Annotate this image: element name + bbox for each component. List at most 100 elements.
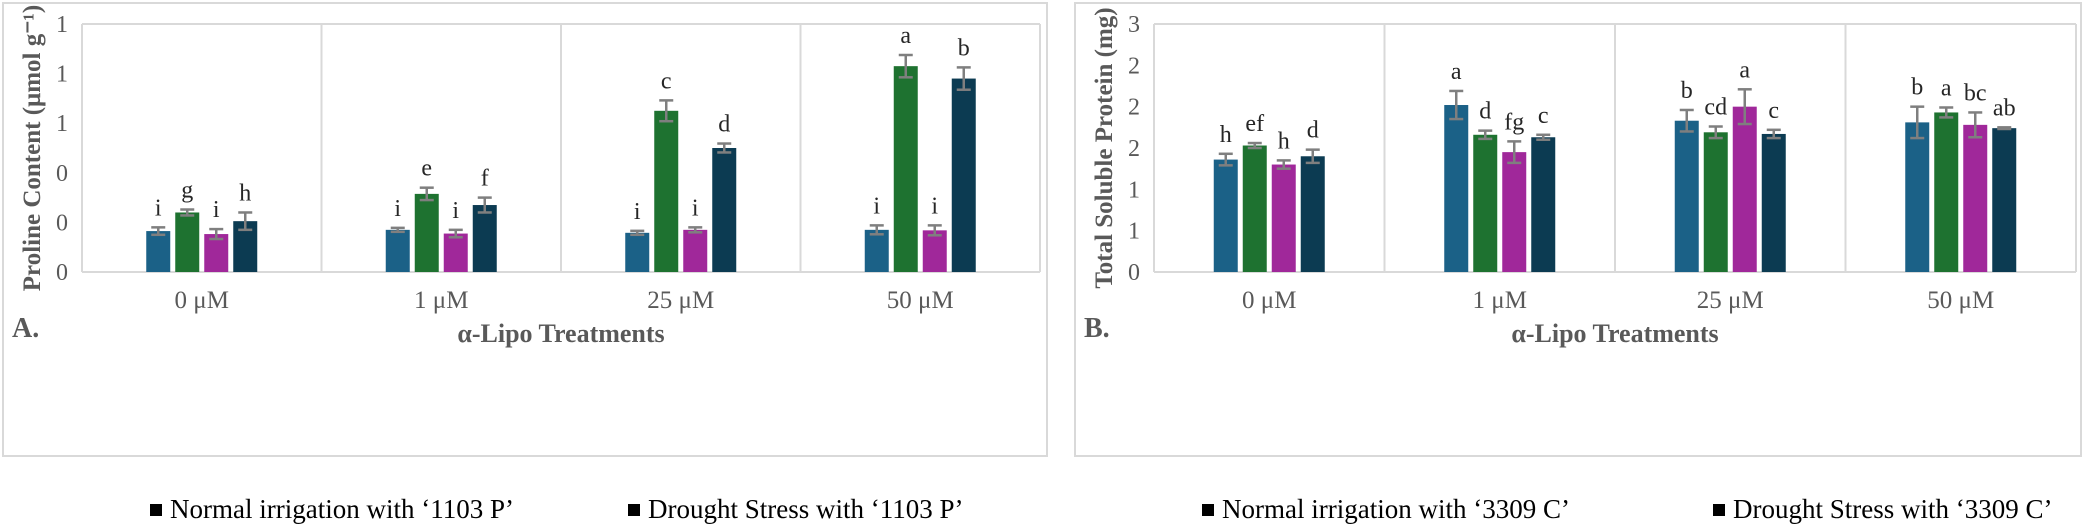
significance-letter: cd — [1704, 95, 1727, 121]
legend-label: Drought Stress with ‘3309 C’ — [1733, 494, 2053, 524]
significance-letter: b — [958, 35, 970, 61]
significance-letter: c — [1538, 103, 1549, 129]
legend-marker — [1713, 504, 1725, 516]
legend-item-drought-3309c: Drought Stress with ‘3309 C’ — [1713, 494, 2053, 525]
significance-letter: a — [1739, 57, 1750, 83]
significance-letter: i — [394, 196, 401, 222]
proline-chart: 0 0 0 1 1 1 0 μM 1 μM 25 μM 50 μM α-Lipo Treatment… — [12, 5, 1041, 348]
x-tick-label: 50 μM — [1927, 287, 1994, 314]
y-axis-title: Total Soluble Protein (mg) — [1091, 7, 1118, 288]
x-tick-label: 1 μM — [1473, 287, 1527, 314]
bar — [1473, 134, 1498, 272]
significance-letter: c — [661, 68, 672, 94]
bar — [951, 78, 976, 272]
bar — [1213, 159, 1238, 272]
legend-label: Drought Stress with ‘1103 P’ — [648, 494, 964, 524]
bar — [175, 212, 200, 272]
significance-letter: i — [873, 193, 880, 219]
panel-label: A. — [12, 313, 39, 344]
y-tick-label: 0 — [56, 210, 68, 236]
significance-letter: i — [931, 193, 938, 219]
significance-letter: i — [213, 197, 220, 223]
bar — [146, 231, 171, 272]
legend-label: Normal irrigation with ‘1103 P’ — [170, 494, 514, 524]
significance-letter: h — [1220, 122, 1232, 148]
protein-chart: 0 1 1 2 2 2 3 0 μM 1 μM 25 μM 50 μM α-Lipo Treatmen… — [1084, 7, 2077, 348]
y-tick-label: 3 — [1128, 12, 1140, 38]
significance-letter: d — [718, 112, 730, 138]
significance-letter: b — [1681, 78, 1693, 104]
x-tick-label: 50 μM — [887, 287, 954, 314]
chart-legend: Normal irrigation with ‘1103 P’ Drought … — [0, 494, 2084, 525]
significance-letter: d — [1307, 118, 1319, 144]
significance-letter: i — [692, 195, 699, 221]
significance-letter: b — [1911, 75, 1923, 101]
x-tick-label: 25 μM — [1697, 287, 1764, 314]
y-tick-label: 1 — [56, 12, 68, 38]
y-tick-label: 1 — [56, 62, 68, 88]
y-tick-label: 1 — [56, 111, 68, 137]
x-tick-label: 1 μM — [414, 287, 468, 314]
x-tick-label: 25 μM — [647, 287, 714, 314]
significance-letter: fg — [1504, 109, 1524, 135]
bar — [1300, 156, 1325, 272]
legend-marker — [1202, 504, 1214, 516]
bar — [893, 66, 918, 272]
chart-panel-b: 0 1 1 2 2 2 3 0 μM 1 μM 25 μM 50 μM α-Lipo Treatmen… — [1074, 2, 2082, 457]
bar — [654, 110, 679, 272]
y-axis-title: Proline Content (μmol g⁻¹) — [19, 5, 46, 291]
bar — [1992, 128, 2017, 272]
significance-letter: ef — [1245, 111, 1264, 137]
bar — [472, 205, 497, 272]
y-tick-label: 2 — [1128, 95, 1140, 121]
bar — [414, 193, 439, 272]
bar — [864, 229, 889, 272]
significance-letter: h — [239, 180, 251, 206]
x-tick-label: 0 μM — [1242, 287, 1296, 314]
significance-letter: d — [1479, 99, 1491, 125]
bar — [1242, 145, 1267, 272]
y-tick-label: 1 — [1128, 177, 1140, 203]
bar — [204, 234, 229, 272]
significance-letter: i — [155, 195, 162, 221]
bar — [1674, 120, 1699, 272]
significance-letter: a — [1451, 59, 1462, 85]
x-tick-label: 0 μM — [175, 287, 229, 314]
y-tick-label: 0 — [56, 161, 68, 187]
significance-letter: i — [634, 199, 641, 225]
chart-panel-a: 0 0 0 1 1 1 0 μM 1 μM 25 μM 50 μM α-Lipo Treatment… — [2, 2, 1048, 457]
legend-item-drought-1103p: Drought Stress with ‘1103 P’ — [628, 494, 964, 525]
bar — [385, 229, 410, 272]
bar — [1905, 122, 1930, 272]
bar — [1732, 106, 1757, 273]
legend-marker — [150, 504, 162, 516]
legend-label: Normal irrigation with ‘3309 C’ — [1222, 494, 1570, 524]
legend-item-normal-1103p: Normal irrigation with ‘1103 P’ — [150, 494, 514, 525]
panel-label: B. — [1084, 313, 1110, 344]
y-tick-label: 1 — [1128, 219, 1140, 245]
x-axis-title: α-Lipo Treatments — [1511, 319, 1718, 348]
bar — [1531, 137, 1556, 272]
y-tick-label: 0 — [1128, 260, 1140, 286]
x-axis-title: α-Lipo Treatments — [457, 319, 664, 348]
bar — [1963, 124, 1988, 272]
bar — [1502, 152, 1527, 272]
significance-letter: c — [1768, 98, 1779, 124]
bar — [1444, 105, 1469, 272]
significance-letter: a — [1941, 75, 1952, 101]
bar — [712, 148, 737, 272]
significance-letter: h — [1278, 128, 1290, 154]
bar — [1271, 164, 1296, 272]
significance-letter: i — [452, 198, 459, 224]
legend-item-normal-3309c: Normal irrigation with ‘3309 C’ — [1202, 494, 1570, 525]
bar — [443, 233, 468, 272]
bar — [922, 230, 947, 272]
bar — [625, 232, 650, 272]
bar — [1703, 132, 1728, 272]
bar — [683, 229, 708, 272]
significance-letter: g — [181, 178, 193, 204]
y-tick-label: 0 — [56, 260, 68, 286]
y-tick-label: 2 — [1128, 53, 1140, 79]
significance-letter: ab — [1993, 95, 2016, 121]
legend-marker — [628, 504, 640, 516]
